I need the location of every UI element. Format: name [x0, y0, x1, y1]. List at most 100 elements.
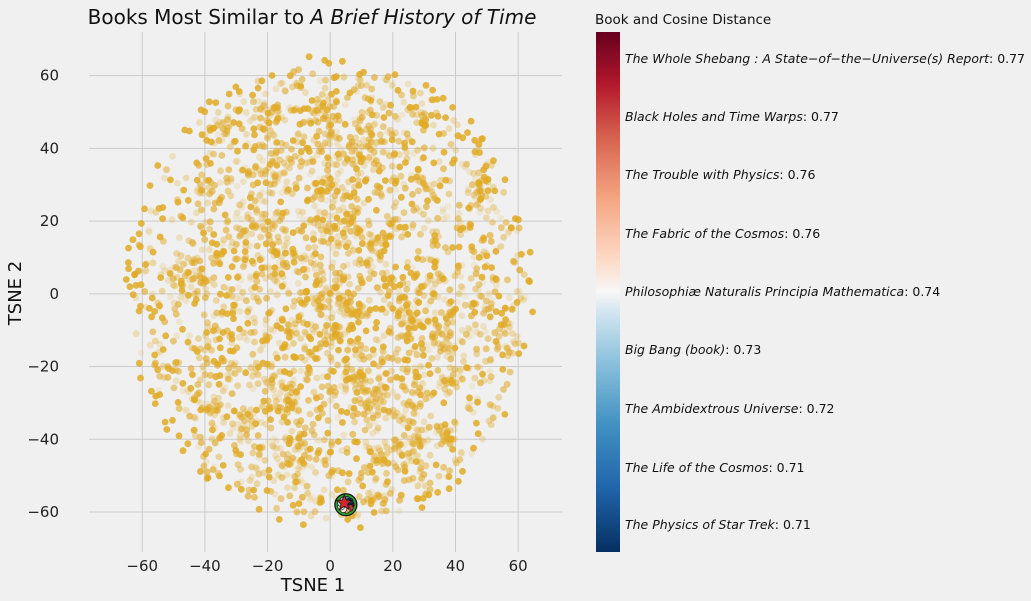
scatter-point	[443, 333, 451, 341]
scatter-point	[464, 189, 472, 197]
scatter-point	[461, 301, 469, 309]
scatter-point	[383, 149, 391, 157]
scatter-point	[459, 338, 466, 346]
scatter-point	[295, 268, 303, 276]
scatter-point	[239, 405, 247, 413]
scatter-point	[263, 294, 270, 302]
scatter-point	[244, 492, 252, 500]
scatter-point	[282, 184, 290, 192]
scatter-point	[215, 394, 222, 402]
scatter-point	[195, 335, 202, 342]
scatter-point	[375, 375, 383, 383]
scatter-point	[443, 380, 450, 387]
scatter-point	[321, 159, 328, 167]
scatter-point	[198, 224, 206, 232]
scatter-point	[469, 409, 477, 416]
scatter-point	[420, 144, 428, 152]
scatter-point	[491, 329, 499, 336]
scatter-point	[422, 482, 429, 490]
scatter-point	[407, 176, 415, 183]
scatter-point	[270, 435, 278, 443]
scatter-point	[283, 471, 291, 479]
scatter-point	[244, 214, 252, 222]
scatter-point	[284, 287, 292, 294]
scatter-point	[440, 464, 447, 471]
scatter-point	[286, 492, 294, 500]
scatter-point	[363, 387, 371, 395]
scatter-point	[192, 272, 200, 280]
scatter-point	[370, 270, 378, 278]
scatter-point	[426, 451, 434, 459]
scatter-point	[214, 131, 222, 139]
scatter-point	[365, 368, 373, 376]
scatter-point	[464, 404, 472, 412]
scatter-point	[341, 388, 349, 396]
scatter-point	[174, 301, 182, 308]
scatter-point	[319, 142, 327, 150]
scatter-point	[291, 324, 299, 332]
scatter-point	[314, 109, 322, 117]
scatter-point	[384, 354, 392, 361]
scatter-point	[210, 281, 218, 288]
scatter-point	[511, 340, 519, 348]
scatter-point	[313, 326, 321, 333]
scatter-point	[231, 255, 239, 263]
scatter-point	[302, 255, 310, 263]
scatter-point	[233, 255, 241, 263]
scatter-point	[271, 222, 279, 230]
scatter-point	[481, 303, 489, 310]
scatter-point	[318, 192, 326, 199]
scatter-point	[237, 466, 244, 473]
scatter-point	[190, 267, 198, 274]
scatter-point	[332, 277, 339, 285]
scatter-point	[186, 412, 194, 420]
scatter-point	[405, 476, 413, 484]
scatter-point	[414, 482, 422, 490]
scatter-point	[487, 300, 495, 308]
scatter-point	[493, 281, 500, 289]
scatter-point	[299, 266, 307, 274]
scatter-point	[247, 364, 255, 371]
scatter-point	[511, 340, 519, 348]
scatter-point	[266, 189, 273, 196]
scatter-point	[513, 333, 521, 340]
scatter-point	[328, 314, 335, 322]
scatter-point	[251, 338, 258, 346]
scatter-point	[261, 143, 268, 151]
scatter-point	[474, 363, 481, 371]
scatter-point	[254, 370, 262, 378]
scatter-point	[201, 278, 209, 286]
scatter-point	[307, 348, 315, 356]
scatter-point	[333, 161, 341, 169]
scatter-point	[370, 121, 378, 129]
scatter-point	[301, 343, 309, 351]
scatter-point	[174, 179, 181, 187]
scatter-point	[466, 332, 473, 340]
scatter-point	[191, 414, 198, 421]
scatter-point	[172, 310, 180, 318]
scatter-point	[370, 418, 378, 426]
scatter-point	[236, 333, 243, 341]
scatter-point	[184, 254, 192, 262]
scatter-point	[250, 98, 257, 106]
scatter-point	[342, 188, 349, 196]
scatter-point	[173, 250, 181, 257]
scatter-point	[258, 214, 266, 222]
scatter-point	[324, 417, 332, 424]
scatter-point	[318, 383, 326, 391]
scatter-point	[233, 480, 241, 488]
scatter-point	[327, 354, 335, 361]
scatter-point	[289, 380, 297, 388]
scatter-point	[442, 244, 449, 252]
scatter-point	[332, 402, 340, 410]
scatter-point	[332, 388, 339, 396]
scatter-point	[455, 290, 463, 298]
scatter-point	[331, 197, 339, 204]
scatter-point	[364, 367, 372, 374]
scatter-point	[285, 290, 293, 297]
scatter-point	[251, 197, 259, 205]
scatter-point	[491, 288, 499, 296]
scatter-point	[370, 270, 378, 278]
scatter-point	[452, 146, 460, 154]
scatter-point	[226, 430, 234, 437]
